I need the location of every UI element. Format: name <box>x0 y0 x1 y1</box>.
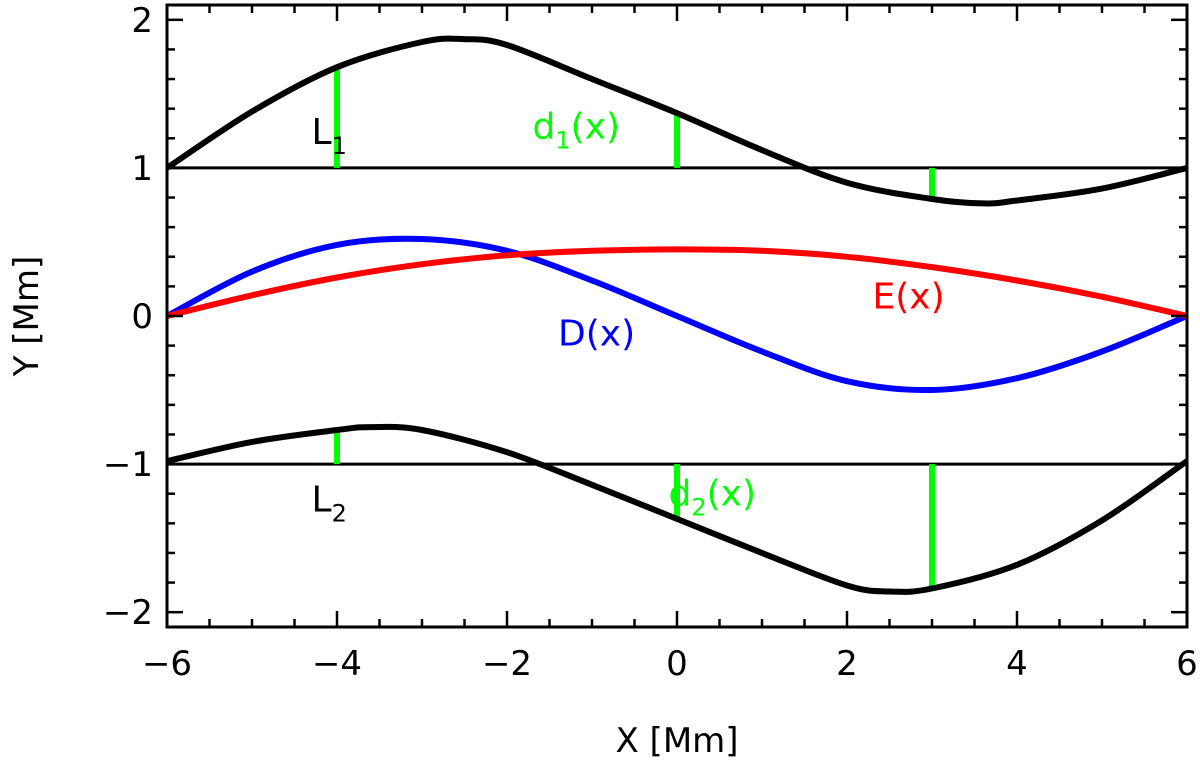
separation-markers <box>334 67 935 589</box>
y-tick-label: −2 <box>103 593 153 633</box>
annotation-d: D(x) <box>558 314 635 355</box>
series-e-line <box>166 246 1188 319</box>
x-tick-label: 0 <box>666 644 688 684</box>
y-tick-label: 0 <box>131 297 153 337</box>
annotation-d1: d1(x) <box>533 106 621 154</box>
x-tick-label: 6 <box>1176 644 1198 684</box>
x-tick-label: 2 <box>836 644 858 684</box>
y-tick-label: 1 <box>131 149 153 189</box>
annotation-l1: L1 <box>312 112 347 160</box>
y-tick-label: 2 <box>131 1 153 41</box>
x-tick-label: 4 <box>1006 644 1028 684</box>
y-axis-label: Y [Mm] <box>7 256 47 378</box>
annotation-l2: L2 <box>312 479 347 527</box>
series-lines <box>165 35 1189 595</box>
curve-annotations: L1 d1(x) D(x) E(x) L2 d2(x) <box>312 106 945 527</box>
x-axis-label: X [Mm] <box>615 721 738 761</box>
y-tick-label: −1 <box>103 445 153 485</box>
series-lower-boundary-line <box>166 423 1189 595</box>
axes: −6 −4 −2 0 2 4 6 −2 −1 0 1 2 <box>103 1 1198 684</box>
x-tick-label: −2 <box>482 644 532 684</box>
annotation-d2: d2(x) <box>669 474 757 522</box>
x-tick-label: −6 <box>142 644 192 684</box>
annotation-e: E(x) <box>873 277 945 318</box>
x-tick-label: −4 <box>312 644 362 684</box>
series-d-line <box>165 235 1189 394</box>
series-upper-boundary-line <box>165 35 1188 207</box>
